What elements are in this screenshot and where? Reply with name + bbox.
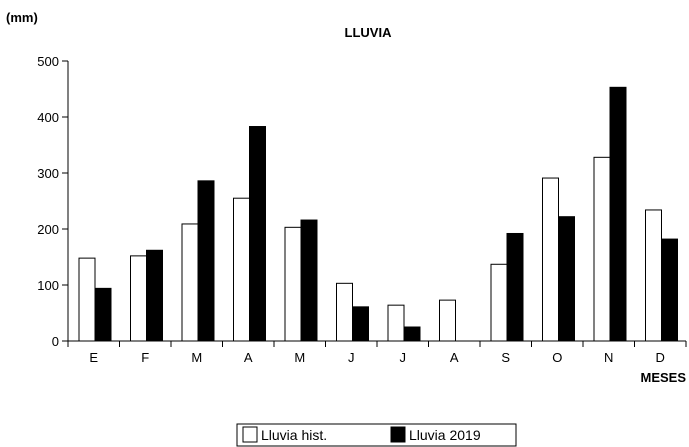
bar-lluvia-hist	[336, 282, 353, 342]
bar-lluvia-hist	[542, 177, 559, 342]
bar-lluvia-hist	[439, 299, 456, 342]
bar-lluvia-hist	[130, 255, 147, 342]
y-tick-label: 400	[37, 110, 59, 125]
bar-lluvia-hist	[387, 304, 405, 342]
legend-label-lluvia-hist: Lluvia hist.	[261, 427, 327, 443]
x-axis-label: MESES	[640, 370, 686, 385]
bar-lluvia-2019	[197, 180, 215, 342]
bar-lluvia-2019	[94, 287, 112, 342]
bar-lluvia-2019	[609, 86, 627, 342]
x-tick-label: A	[244, 350, 253, 365]
bar-lluvia-2019	[300, 219, 318, 342]
bar-lluvia-hist	[490, 263, 508, 342]
bar-lluvia-hist	[593, 156, 611, 342]
bar-lluvia-hist	[284, 226, 302, 342]
bar-lluvia-2019	[661, 238, 678, 342]
x-tick-label: E	[89, 350, 98, 365]
chart-title: LLUVIA	[345, 25, 393, 40]
x-tick-label: J	[348, 350, 355, 365]
y-axis-unit-label: (mm)	[6, 10, 38, 25]
x-tick-label: N	[604, 350, 613, 365]
bar-lluvia-2019	[558, 216, 575, 342]
legend-swatch-lluvia-hist	[242, 426, 258, 443]
bar-lluvia-2019	[352, 306, 369, 342]
x-tick-label: D	[656, 350, 665, 365]
bar-lluvia-hist	[78, 257, 96, 342]
x-tick-label: A	[450, 350, 459, 365]
bar-lluvia-hist	[645, 209, 662, 342]
bar-lluvia-2019	[146, 249, 163, 342]
x-tick-label: J	[400, 350, 407, 365]
y-tick-label: 100	[37, 278, 59, 293]
y-tick-label: 200	[37, 222, 59, 237]
x-tick-label: M	[294, 350, 305, 365]
x-tick-label: F	[141, 350, 149, 365]
plot-area: 0 100 200 300 400 500 E F M A M J J A S O N D	[37, 54, 687, 365]
y-tick-label: 500	[37, 54, 59, 69]
x-tick-label: O	[552, 350, 562, 365]
x-tick-label: M	[191, 350, 202, 365]
x-tick-label: S	[501, 350, 510, 365]
legend-box	[236, 423, 517, 447]
y-tick-label: 0	[52, 334, 59, 349]
y-tick-label: 300	[37, 166, 59, 181]
legend-swatch-lluvia-2019	[390, 426, 406, 443]
bar-lluvia-hist	[233, 197, 250, 342]
bar-lluvia-2019	[403, 326, 421, 342]
bar-lluvia-hist	[181, 223, 199, 342]
legend: Lluvia hist. Lluvia 2019	[236, 423, 517, 447]
bar-lluvia-2019	[506, 232, 524, 342]
legend-label-lluvia-2019: Lluvia 2019	[409, 427, 481, 443]
bar-lluvia-2019	[249, 126, 266, 342]
